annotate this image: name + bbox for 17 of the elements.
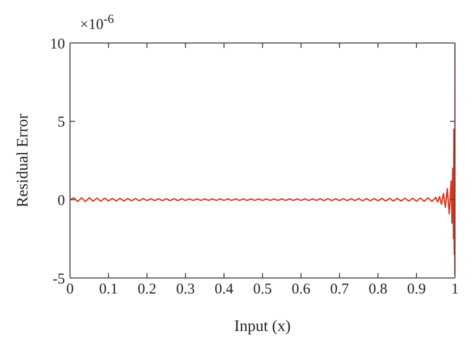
x-axis-title: Input (x) bbox=[234, 318, 291, 335]
text: ×10$^{-6}$ bbox=[80, 12, 114, 34]
y-axis-title: Residual Error bbox=[14, 112, 32, 208]
x-tick-label: 0.8 bbox=[368, 282, 388, 298]
y-tick-label: 5 bbox=[58, 114, 65, 131]
x-tick-label: 0.4 bbox=[214, 282, 234, 298]
x-tick-label: 0.2 bbox=[138, 282, 156, 298]
y-tick-label: -5 bbox=[52, 271, 65, 288]
x-tick-label: 0.1 bbox=[99, 282, 118, 298]
x-tick-label: 0.3 bbox=[176, 282, 195, 298]
x-tick-label: 1 bbox=[451, 282, 459, 298]
y-tick-label: 0 bbox=[58, 192, 65, 209]
x-tick-label: 0.7 bbox=[330, 282, 350, 298]
x-tick-label: 0.9 bbox=[407, 282, 426, 298]
x-tick-label: 0.5 bbox=[253, 282, 272, 298]
x-tick-label: 0.6 bbox=[292, 282, 311, 298]
y-tick-label: 10 bbox=[50, 36, 65, 52]
